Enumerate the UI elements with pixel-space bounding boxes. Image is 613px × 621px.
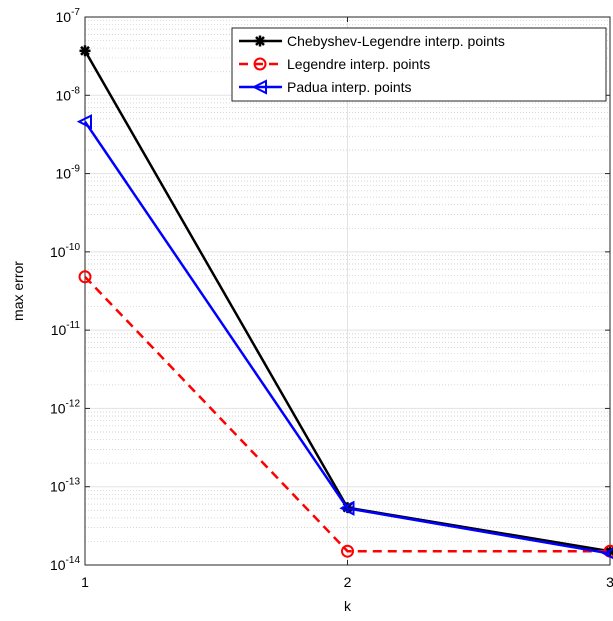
y-tick-label-exponent: -13	[66, 477, 81, 488]
y-tick-label-base: 10	[50, 557, 66, 573]
y-tick-label-base: 10	[56, 166, 72, 182]
y-axis-label: max error	[10, 261, 26, 321]
y-tick-label: 10-7	[56, 7, 81, 25]
minor-grid	[85, 20, 610, 542]
y-tick-label: 10-10	[50, 242, 80, 260]
y-tick-label-base: 10	[56, 9, 72, 25]
series-3	[76, 114, 613, 560]
legend-entry: Padua interp. points	[239, 79, 412, 95]
x-tick-labels: 1 2 3	[81, 574, 613, 590]
data-point	[339, 500, 355, 516]
y-tick-label-exponent: -11	[66, 320, 80, 331]
y-tick-label: 10-8	[56, 85, 81, 103]
legend-entry: Chebyshev-Legendre interp. points	[239, 33, 505, 49]
series-line	[83, 120, 611, 555]
data-point	[76, 114, 92, 130]
y-tick-label: 10-14	[50, 555, 80, 573]
y-tick-label: 10-13	[50, 477, 80, 495]
legend-marker	[251, 79, 267, 95]
y-tick-label: 10-11	[51, 320, 81, 338]
y-tick-label-exponent: -7	[71, 7, 80, 18]
axis-ticks	[84, 16, 611, 566]
legend-label: Padua interp. points	[287, 79, 412, 95]
x-tick-label: 3	[606, 574, 613, 590]
x-tick-label: 1	[81, 574, 89, 590]
legend-marker	[254, 35, 266, 47]
y-tick-label-exponent: -12	[66, 398, 81, 409]
legend-box	[231, 27, 607, 102]
y-tick-label: 10-12	[50, 398, 80, 416]
y-tick-label: 10-9	[56, 164, 81, 182]
y-tick-label-base: 10	[51, 322, 67, 338]
y-tick-label-base: 10	[56, 87, 72, 103]
data-point	[79, 45, 91, 57]
legend-label: Legendre interp. points	[287, 56, 430, 72]
series-line	[84, 275, 610, 553]
series-layer	[76, 45, 613, 560]
legend-marker	[253, 57, 267, 71]
x-axis-label: k	[344, 598, 352, 614]
legend-entries: Chebyshev-Legendre interp. points Legendr…	[239, 33, 505, 95]
legend-entry: Legendre interp. points	[239, 56, 430, 72]
y-tick-label-exponent: -8	[71, 85, 80, 96]
marker-stroke	[255, 36, 265, 46]
marker-stroke	[80, 45, 90, 56]
data-point	[601, 547, 613, 560]
legend-label: Chebyshev-Legendre interp. points	[287, 33, 505, 49]
y-tick-label-base: 10	[50, 244, 66, 260]
y-tick-label-exponent: -10	[66, 242, 81, 253]
x-tick-label: 2	[344, 574, 352, 590]
y-tick-label-exponent: -9	[71, 164, 80, 175]
y-tick-label-exponent: -14	[66, 555, 81, 566]
y-tick-label-base: 10	[50, 400, 66, 416]
data-point	[78, 270, 92, 284]
data-point	[341, 544, 354, 558]
y-tick-label-base: 10	[50, 479, 66, 495]
legend: Chebyshev-Legendre interp. points Legendr…	[231, 27, 607, 102]
